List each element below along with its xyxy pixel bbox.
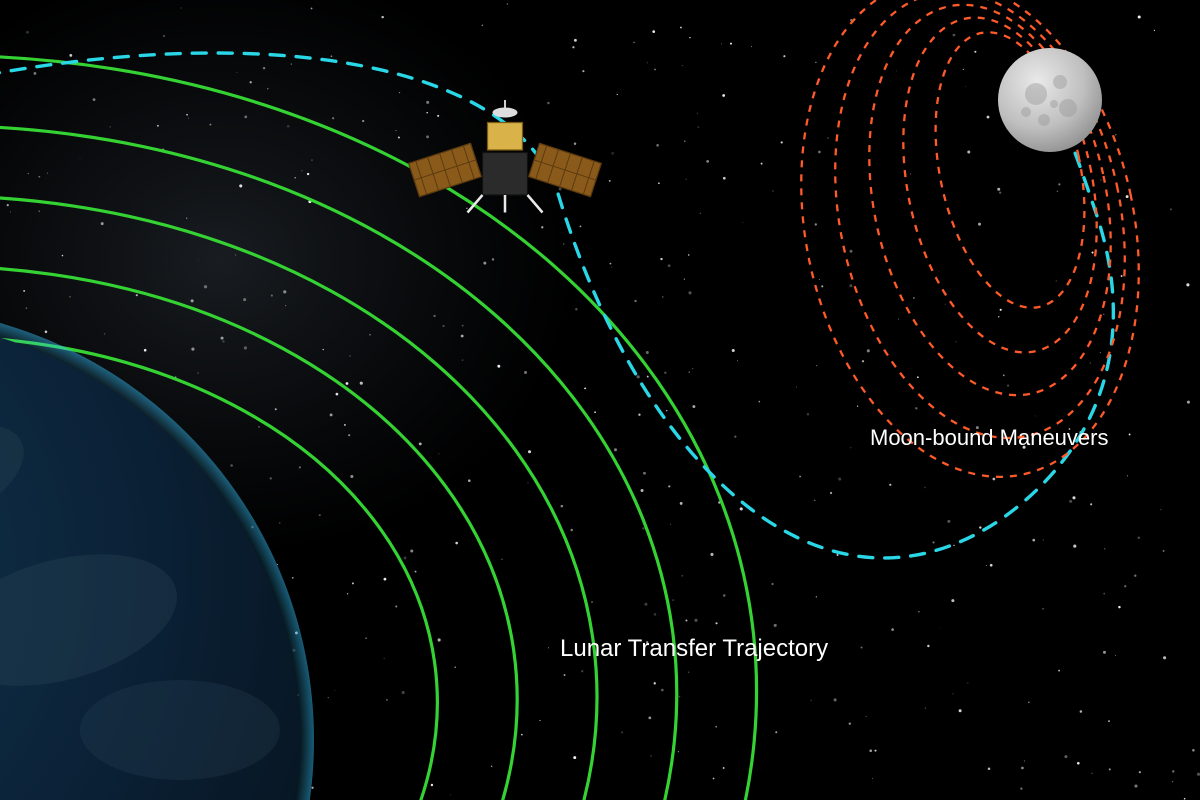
trajectory-diagram: Lunar Transfer Trajectory Moon-bound Man…	[0, 0, 1200, 800]
moon	[998, 48, 1102, 152]
diagram-svg	[0, 0, 1200, 800]
